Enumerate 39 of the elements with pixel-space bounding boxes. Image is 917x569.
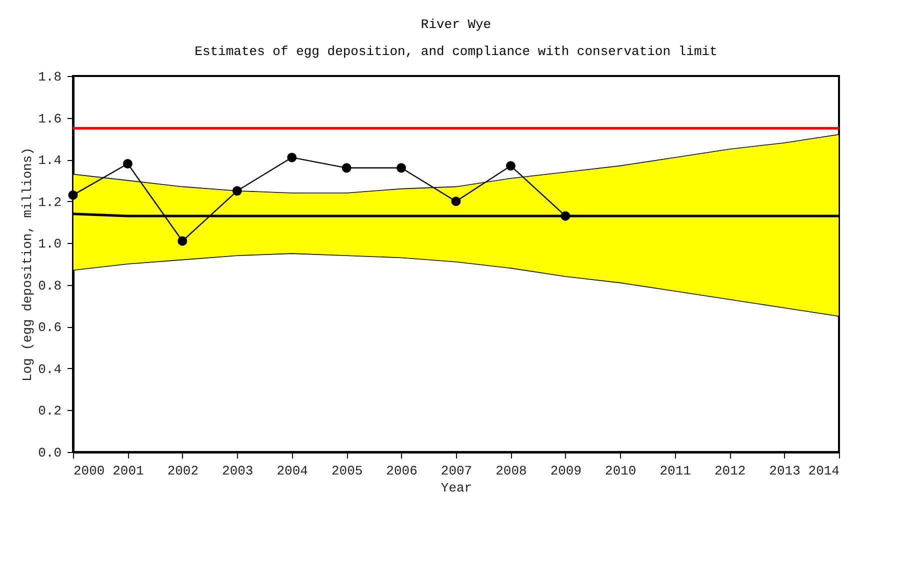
x-tick-label: 2008 [496, 464, 527, 478]
y-tick-label: 0.2 [38, 404, 62, 419]
x-tick-label: 2011 [660, 464, 692, 478]
point [122, 159, 132, 168]
point [232, 186, 242, 196]
y-tick-label: 1.2 [38, 194, 62, 210]
point [396, 163, 406, 173]
y-tick-label: 1.4 [38, 153, 62, 168]
x-tick-label: 2003 [222, 464, 254, 478]
chart-subtitle: Estimates of egg deposition, and compliance with conservation limit [194, 44, 718, 59]
x-tick-label: 2010 [605, 464, 636, 478]
y-axis-title: Log (egg deposition, millions) [20, 147, 36, 382]
y-tick-label: 1.8 [38, 70, 62, 84]
x-tick-label: 2007 [440, 464, 472, 478]
x-tick-label: 2002 [167, 464, 199, 478]
x-tick-label: 2013 [769, 464, 800, 478]
x-tick-label: 2014 [808, 464, 840, 478]
point [68, 190, 78, 200]
y-tick-label: 1.0 [38, 236, 62, 252]
y-tick-label: 0.6 [38, 320, 62, 336]
x-tick-label: 2000 [74, 464, 105, 478]
point [560, 211, 570, 221]
x-axis-title: Year [440, 480, 472, 496]
x-tick-label: 2001 [112, 464, 144, 478]
point [451, 196, 461, 206]
x-tick-label: 2004 [276, 464, 308, 478]
y-tick-label: 1.6 [38, 111, 62, 126]
x-tick-label: 2005 [331, 464, 363, 478]
x-tick-label: 2009 [550, 464, 582, 478]
chart-title: River Wye [420, 17, 492, 32]
point [178, 236, 188, 246]
x-tick-label: 2012 [714, 464, 746, 478]
point [506, 161, 516, 171]
x-tick-label: 2006 [386, 464, 418, 478]
point [342, 163, 352, 173]
y-tick-label: 0.4 [38, 362, 62, 377]
y-tick-label: 0.0 [38, 446, 62, 460]
y-tick-label: 0.8 [38, 278, 62, 294]
point [287, 152, 297, 162]
